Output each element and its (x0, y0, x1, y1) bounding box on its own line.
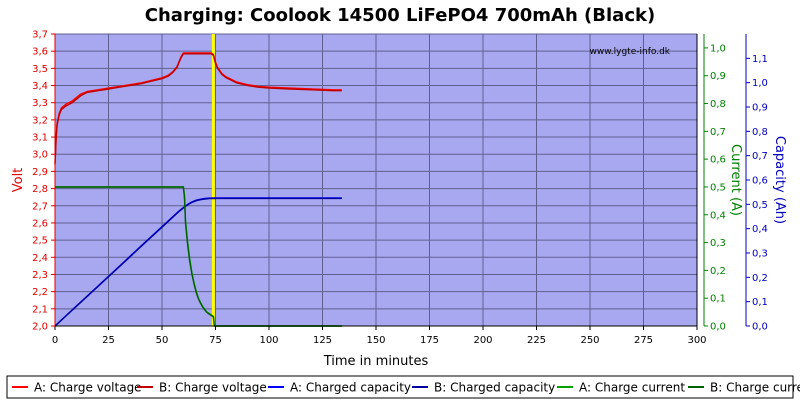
current-tick-label: 0,2 (710, 266, 726, 277)
voltage-tick-label: 2,4 (32, 253, 48, 264)
x-tick-label: 75 (209, 335, 222, 346)
x-tick-label: 25 (102, 335, 115, 346)
capacity-tick-label: 0,0 (752, 322, 768, 333)
tick-labels: 0 25 50 75 100 125 150 175 200 225 250 275 300 2,0 2,1… (32, 30, 768, 347)
legend-label: B: Charge current (710, 381, 800, 395)
x-tick-label: 0 (52, 335, 58, 346)
x-tick-label: 150 (366, 335, 385, 346)
x-tick-label: 200 (473, 335, 492, 346)
current-tick-label: 0,9 (710, 71, 726, 82)
voltage-tick-label: 3,2 (32, 115, 48, 126)
voltage-tick-label: 2,3 (32, 270, 48, 281)
series-group (54, 52, 342, 327)
capacity-tick-label: 0,4 (752, 224, 768, 235)
x-tick-label: 100 (259, 335, 278, 346)
legend-box (6, 375, 794, 399)
y-axis-label-capacity: Capacity (Ah) (772, 136, 787, 224)
voltage-tick-label: 3,3 (32, 98, 48, 109)
x-tick-label: 250 (580, 335, 599, 346)
axes (51, 33, 750, 330)
current-tick-label: 0,5 (710, 182, 726, 193)
voltage-tick-label: 2,9 (32, 167, 48, 178)
current-tick-label: 0,4 (710, 210, 726, 221)
y-axis-label-current: Current (A) (728, 144, 743, 216)
voltage-tick-label: 2,6 (32, 218, 48, 229)
capacity-tick-label: 0,2 (752, 273, 768, 284)
capacity-tick-label: 1,0 (752, 78, 768, 89)
voltage-tick-label: 3,6 (32, 47, 48, 58)
voltage-tick-label: 2,5 (32, 236, 48, 247)
capacity-tick-label: 0,3 (752, 249, 768, 260)
voltage-tick-label: 2,8 (32, 184, 48, 195)
voltage-tick-label: 3,0 (32, 150, 48, 161)
chart-title: Charging: Coolook 14500 LiFePO4 700mAh (… (145, 5, 655, 26)
legend: A: Charge voltage B: Charge voltage A: Cha… (12, 381, 800, 395)
series-b-charged-capacity (54, 197, 342, 327)
capacity-tick-label: 0,8 (752, 127, 768, 138)
capacity-tick-label: 0,5 (752, 200, 768, 211)
y-axis-label-voltage: Volt (11, 168, 26, 193)
capacity-tick-label: 0,6 (752, 176, 768, 187)
voltage-tick-label: 2,1 (32, 304, 48, 315)
current-tick-label: 0,8 (710, 99, 726, 110)
x-axis-label: Time in minutes (323, 354, 429, 369)
capacity-tick-label: 0,1 (752, 297, 768, 308)
voltage-tick-label: 2,7 (32, 201, 48, 212)
grid (54, 33, 698, 327)
current-tick-label: 0,6 (710, 155, 726, 166)
capacity-tick-label: 0,7 (752, 151, 768, 162)
watermark: www.lygte-info.dk (590, 47, 671, 57)
capacity-tick-label: 0,9 (752, 103, 768, 114)
legend-label: A: Charge voltage (34, 381, 142, 395)
voltage-tick-label: 3,7 (32, 30, 48, 41)
legend-label: B: Charged capacity (434, 381, 555, 395)
capacity-tick-label: 1,1 (752, 54, 768, 65)
x-tick-label: 50 (156, 335, 169, 346)
current-tick-label: 0,1 (710, 294, 726, 305)
voltage-tick-label: 3,5 (32, 64, 48, 75)
x-tick-label: 275 (634, 335, 653, 346)
current-tick-label: 0,0 (710, 322, 726, 333)
series-b-charge-voltage (54, 53, 342, 165)
legend-label: A: Charged capacity (290, 381, 411, 395)
voltage-tick-label: 2,0 (32, 322, 48, 333)
current-tick-label: 1,0 (710, 43, 726, 54)
voltage-tick-label: 2,2 (32, 287, 48, 298)
voltage-tick-label: 3,1 (32, 133, 48, 144)
legend-label: A: Charge current (579, 381, 685, 395)
legend-label: B: Charge voltage (159, 381, 267, 395)
x-tick-label: 125 (313, 335, 332, 346)
x-tick-label: 225 (527, 335, 546, 346)
x-tick-label: 175 (420, 335, 439, 346)
series-b-charge-current (55, 186, 342, 327)
voltage-tick-label: 3,4 (32, 81, 48, 92)
x-tick-label: 300 (687, 335, 706, 346)
current-tick-label: 0,7 (710, 127, 726, 138)
current-tick-label: 0,3 (710, 238, 726, 249)
